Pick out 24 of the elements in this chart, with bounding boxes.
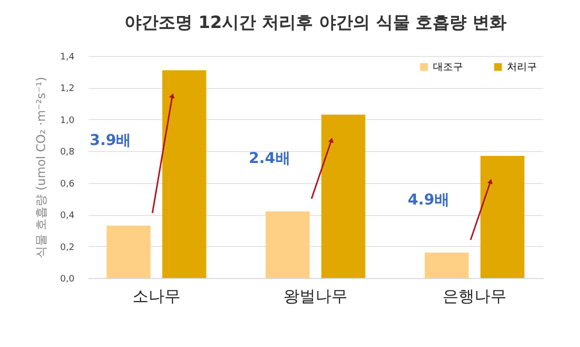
annotation: 4.9배: [408, 190, 450, 208]
bar: [321, 114, 366, 278]
annotation: 2.4배: [248, 149, 290, 168]
y-tick-label: 0,6: [60, 179, 75, 190]
bar: [162, 70, 206, 278]
y-axis-title: 식물 호흡량 (umol CO₂ ·m⁻²s⁻¹): [34, 76, 48, 258]
y-tick-label: 0,8: [60, 148, 75, 158]
legend-label: 처리구: [507, 62, 537, 73]
x-tick-label: 은행나무: [442, 286, 507, 306]
bar: [424, 252, 469, 278]
y-tick-label: 1,0: [60, 116, 75, 126]
y-tick-label: 0,0: [60, 274, 75, 284]
y-tick-label: 1,4: [60, 52, 75, 62]
annotation: 3.9배: [90, 131, 132, 150]
bar: [480, 156, 524, 278]
x-tick-label: 소나무: [132, 286, 180, 306]
legend-label: 대조구: [433, 62, 463, 73]
y-tick-label: 0,2: [60, 242, 74, 253]
chart-title: 야간조명 12시간 처리후 야간의 식물 호흡량 변화: [124, 13, 507, 33]
bar: [266, 211, 310, 278]
y-tick-label: 0,4: [60, 211, 75, 222]
bar: [106, 226, 151, 278]
y-tick-label: 1,2: [60, 84, 74, 94]
x-tick-label: 왕벌나무: [284, 286, 348, 306]
